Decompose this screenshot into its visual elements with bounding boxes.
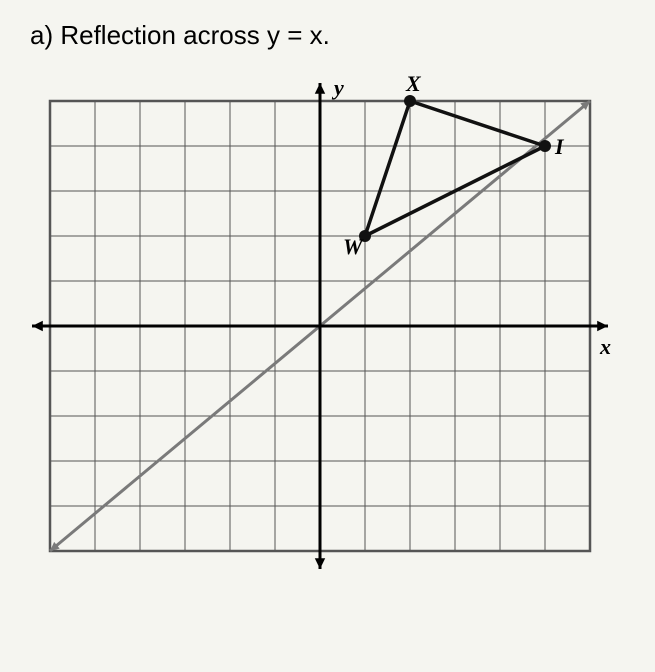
graph-svg: yxWXI [20,61,630,581]
coordinate-plane: yxWXI [20,61,635,651]
vertex-i-point [539,140,551,152]
vertex-x-point [404,95,416,107]
vertex-i-label: I [554,134,565,159]
vertex-w-label: W [343,234,364,259]
x-axis-label: x [599,334,611,359]
vertex-x-label: X [405,71,422,96]
problem-title: a) Reflection across y = x. [30,20,635,51]
